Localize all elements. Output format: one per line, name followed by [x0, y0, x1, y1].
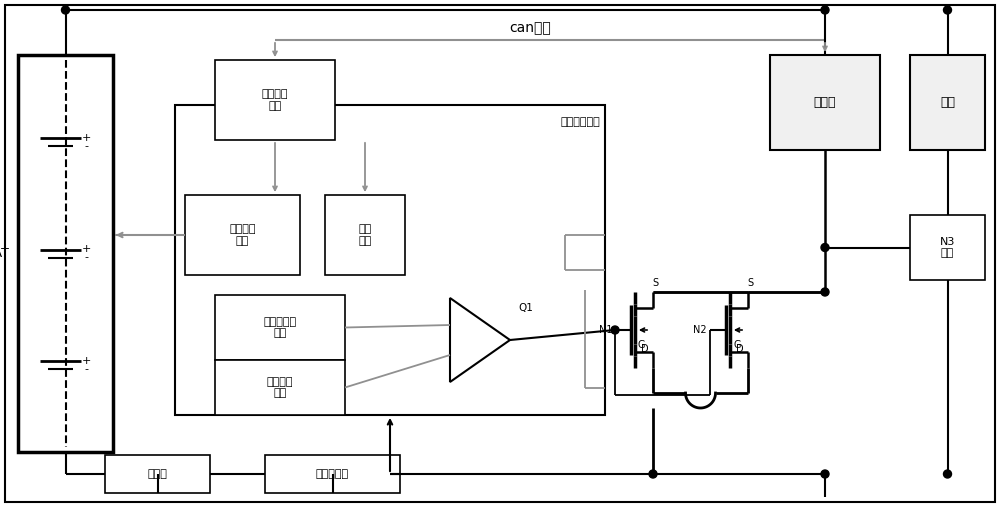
Text: N3
开关: N3 开关 [940, 237, 955, 258]
Text: G: G [638, 340, 646, 350]
Text: Q1: Q1 [518, 303, 533, 313]
Text: 均衡管理
模块: 均衡管理 模块 [229, 224, 256, 246]
Text: -: - [85, 364, 89, 374]
Text: -: - [85, 141, 89, 152]
Bar [910, 215, 985, 280]
Text: +: + [82, 355, 92, 366]
Text: S: S [747, 278, 753, 288]
Text: BAT: BAT [0, 247, 10, 260]
Bar [770, 55, 880, 150]
Bar [18, 55, 113, 452]
Text: D: D [736, 344, 744, 354]
Bar [215, 60, 335, 140]
Circle shape [944, 6, 952, 14]
Circle shape [611, 326, 619, 334]
Text: -: - [85, 252, 89, 263]
Text: N1: N1 [598, 325, 612, 335]
Circle shape [821, 243, 829, 251]
Text: 电池管理系统: 电池管理系统 [560, 117, 600, 127]
Circle shape [649, 470, 657, 478]
Text: 通讯
模块: 通讯 模块 [358, 224, 372, 246]
Circle shape [821, 288, 829, 296]
Text: 均衡电源
模块: 均衡电源 模块 [262, 89, 288, 111]
Circle shape [821, 470, 829, 478]
Text: +: + [82, 133, 92, 143]
Text: +: + [82, 244, 92, 255]
Bar [910, 55, 985, 150]
Text: 充电机: 充电机 [814, 96, 836, 109]
Bar [185, 195, 300, 275]
Circle shape [944, 470, 952, 478]
Text: D: D [641, 344, 649, 354]
Text: 充电保护
模块: 充电保护 模块 [267, 377, 293, 399]
Text: can总线: can总线 [509, 21, 551, 35]
Text: 电流传感器: 电流传感器 [316, 469, 349, 479]
Bar [215, 295, 345, 360]
Circle shape [821, 6, 829, 14]
Text: 熔断器: 熔断器 [148, 469, 167, 479]
Text: G: G [733, 340, 740, 350]
Bar [105, 455, 210, 493]
Bar [325, 195, 405, 275]
Text: N2: N2 [693, 325, 707, 335]
Text: 充放电控制
模块: 充放电控制 模块 [263, 317, 297, 338]
Bar [175, 105, 605, 415]
Text: S: S [652, 278, 658, 288]
Text: 负载: 负载 [940, 96, 955, 109]
Bar [265, 455, 400, 493]
Bar [215, 360, 345, 415]
Circle shape [62, 6, 70, 14]
